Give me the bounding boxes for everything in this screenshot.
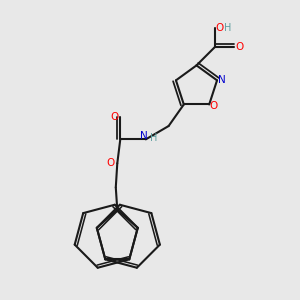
Text: O: O [210, 101, 218, 111]
Text: N: N [218, 75, 226, 85]
Text: O: O [110, 112, 118, 122]
Text: N: N [140, 131, 148, 141]
Text: O: O [235, 42, 244, 52]
Text: H: H [224, 23, 232, 33]
Text: H: H [150, 133, 157, 143]
Text: O: O [216, 23, 224, 33]
Text: O: O [106, 158, 115, 168]
